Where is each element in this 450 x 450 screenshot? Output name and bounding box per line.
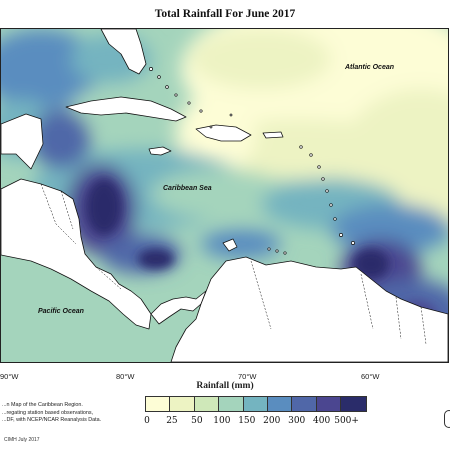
legend-swatch bbox=[219, 397, 244, 411]
florida-landmass bbox=[100, 29, 147, 75]
cuba-island bbox=[65, 96, 187, 122]
longitude-tick-60w: 60°W bbox=[361, 372, 380, 381]
legend-swatch bbox=[267, 397, 293, 411]
legend-tick-label: 300 bbox=[288, 416, 306, 426]
hispaniola-island bbox=[195, 124, 252, 142]
central-america-landmass bbox=[1, 178, 152, 330]
rainfall-legend bbox=[145, 396, 367, 412]
legend-tick-label: 100 bbox=[213, 416, 231, 426]
description-line: ...regating station based observations, bbox=[2, 409, 94, 416]
legend-swatch bbox=[243, 397, 268, 411]
puerto-rico-island bbox=[262, 131, 284, 139]
legend-tick-label: 50 bbox=[191, 416, 203, 426]
legend-swatch bbox=[170, 397, 195, 411]
map-description: ...n Map of the Caribbean Region. ...reg… bbox=[2, 402, 142, 425]
caribbean-sea-label: Caribbean Sea bbox=[163, 185, 212, 192]
legend-tick-label: 200 bbox=[263, 416, 281, 426]
legend-swatch bbox=[292, 397, 317, 411]
legend-tick-label: 0 bbox=[144, 416, 150, 426]
logo-icon bbox=[444, 410, 450, 428]
country-borders bbox=[40, 183, 427, 345]
legend-swatch bbox=[146, 397, 171, 411]
credit-text: CIMH July 2017 bbox=[4, 437, 40, 443]
legend-tick-label: 150 bbox=[238, 416, 256, 426]
legend-swatch bbox=[316, 397, 342, 411]
description-line: ...n Map of the Caribbean Region. bbox=[2, 402, 83, 408]
atlantic-ocean-label: Atlantic Ocean bbox=[345, 64, 395, 71]
map-title: Total Rainfall For June 2017 bbox=[154, 8, 296, 20]
legend-tick-label: 500+ bbox=[334, 416, 359, 426]
longitude-tick-80w: 80°W bbox=[116, 372, 135, 381]
description-line: ...DF, with NCEP/NCAR Reanalysis Data. bbox=[2, 417, 102, 423]
legend-swatch bbox=[194, 397, 220, 411]
legend-tick-label: 25 bbox=[166, 416, 178, 426]
longitude-tick-70w: 70°W bbox=[238, 372, 257, 381]
rainfall-map bbox=[1, 29, 448, 362]
south-america-landmass bbox=[170, 256, 448, 362]
land-masses bbox=[1, 29, 448, 362]
legend-tick-label: 400 bbox=[313, 416, 331, 426]
map-frame bbox=[0, 28, 449, 363]
small-islands bbox=[149, 67, 355, 255]
longitude-tick-90w: 90°W bbox=[0, 372, 19, 381]
yucatan-landmass bbox=[1, 113, 44, 170]
jamaica-island bbox=[148, 146, 172, 156]
pacific-ocean-label: Pacific Ocean bbox=[38, 308, 84, 315]
legend-swatch bbox=[341, 397, 366, 411]
rainfall-axis-title: Rainfall (mm) bbox=[196, 381, 254, 391]
